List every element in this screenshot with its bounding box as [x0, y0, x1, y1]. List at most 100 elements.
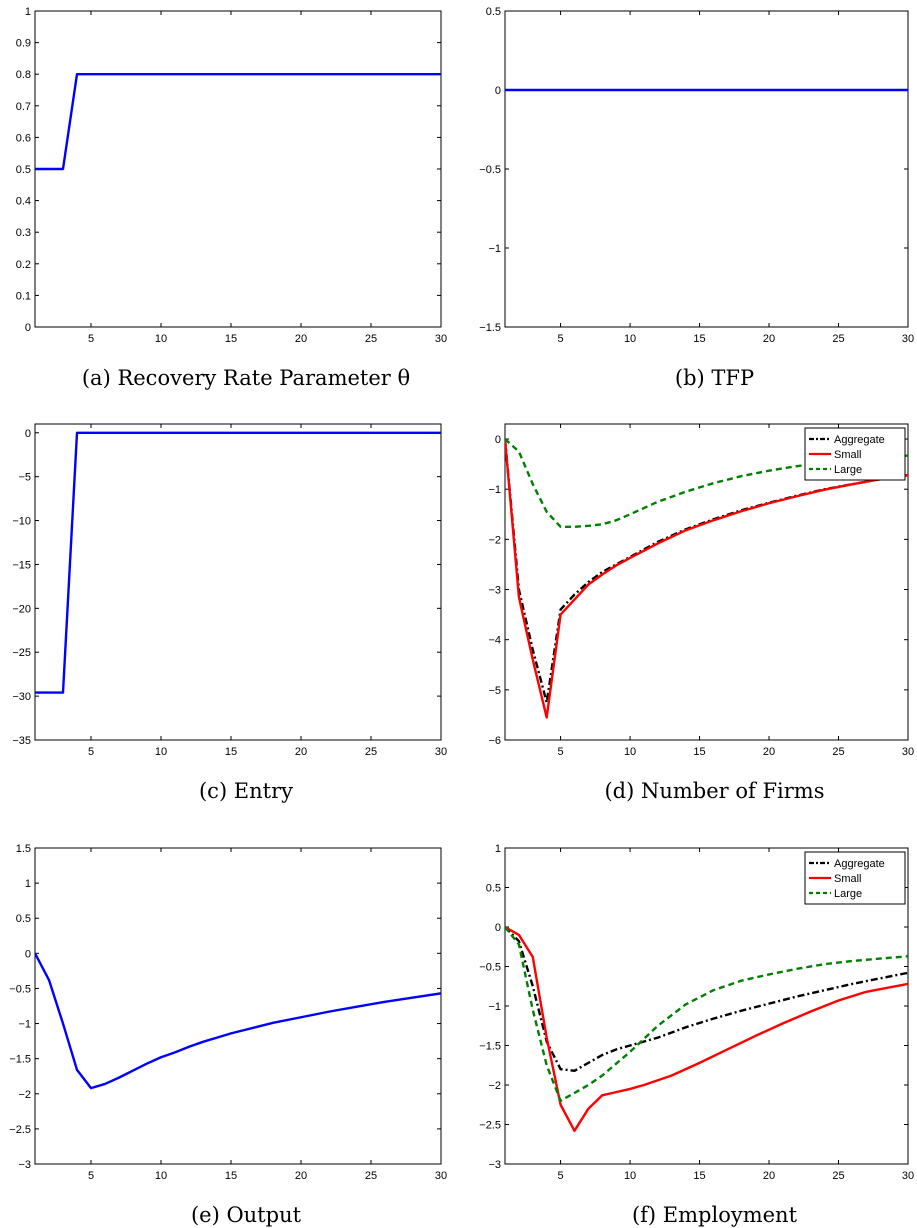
x-tick-label: 25 — [365, 333, 377, 345]
y-tick-label: −1 — [488, 1001, 501, 1013]
y-tick-label: −1.5 — [479, 1041, 501, 1053]
x-tick-label: 5 — [88, 746, 94, 758]
axes-frame — [34, 10, 442, 328]
y-tick-label: 0 — [495, 922, 501, 934]
y-tick-label: 1 — [25, 6, 31, 18]
y-tick-label: −4 — [488, 635, 501, 647]
y-tick-label: −1.5 — [479, 322, 501, 334]
y-tick-label: 0.7 — [16, 101, 31, 113]
axes-frame — [34, 847, 442, 1165]
y-tick-label: −2.5 — [9, 1124, 31, 1136]
x-tick-label: 5 — [558, 333, 564, 345]
x-tick-label: 5 — [88, 333, 94, 345]
x-tick-label: 10 — [155, 746, 167, 758]
y-tick-label: 0.9 — [16, 38, 31, 50]
legend-label-large: Large — [834, 464, 862, 476]
x-tick-label: 15 — [693, 1170, 705, 1182]
y-tick-label: −2 — [488, 534, 501, 546]
x-tick-label: 20 — [763, 746, 775, 758]
axes-frame — [34, 423, 442, 741]
chart-d: 5 10 15 20 25 30 −6 −5 −4 −3 −2 −1 0 Aggregate Small La… — [488, 423, 914, 803]
y-tick-label: −2 — [488, 1080, 501, 1092]
y-tick-label: 0.5 — [486, 6, 501, 18]
y-tick-label: 0.6 — [16, 132, 31, 144]
caption-c: (c) Entry — [199, 779, 293, 803]
x-tick-label: 5 — [88, 1170, 94, 1182]
legend-label-aggregate: Aggregate — [834, 858, 885, 870]
y-tick-label: −1 — [18, 1019, 31, 1031]
y-tick-label: −25 — [12, 647, 31, 659]
y-tick-label: 1.5 — [16, 843, 31, 855]
y-tick-label: −15 — [12, 559, 31, 571]
x-tick-label: 25 — [832, 746, 844, 758]
y-tick-label: −1.5 — [9, 1054, 31, 1066]
x-tick-label: 20 — [763, 1170, 775, 1182]
y-tick-label: −5 — [488, 685, 501, 697]
chart-f: 5 10 15 20 25 30 −3 −2.5 −2 −1.5 −1 −0.5 0 0.5 1 Aggreg… — [479, 843, 914, 1227]
x-tick-label: 20 — [763, 333, 775, 345]
y-tick-label: 0.3 — [16, 227, 31, 239]
x-tick-label: 20 — [295, 746, 307, 758]
caption-b: (b) TFP — [675, 366, 754, 390]
caption-a: (a) Recovery Rate Parameter θ — [82, 366, 410, 390]
y-tick-label: −0.5 — [9, 983, 31, 995]
x-tick-label: 25 — [832, 333, 844, 345]
x-tick-label: 25 — [365, 746, 377, 758]
x-tick-label: 5 — [558, 746, 564, 758]
x-tick-label: 10 — [624, 1170, 636, 1182]
x-tick-label: 25 — [365, 1170, 377, 1182]
legend-label-small: Small — [834, 873, 862, 885]
x-tick-label: 30 — [902, 333, 914, 345]
series-line-main — [35, 431, 441, 694]
y-tick-label: −6 — [488, 735, 501, 747]
series-line-aggregate — [505, 926, 908, 1072]
y-tick-label: −35 — [12, 735, 31, 747]
x-tick-label: 15 — [225, 1170, 237, 1182]
y-tick-label: 0.5 — [16, 913, 31, 925]
x-tick-label: 10 — [155, 1170, 167, 1182]
legend-label-aggregate: Aggregate — [834, 434, 885, 446]
x-tick-label: 15 — [693, 333, 705, 345]
y-tick-label: 1 — [25, 878, 31, 890]
legend-label-large: Large — [834, 888, 862, 900]
caption-d: (d) Number of Firms — [604, 779, 824, 803]
y-tick-label: −30 — [12, 691, 31, 703]
x-tick-label: 30 — [902, 1170, 914, 1182]
x-tick-label: 30 — [902, 746, 914, 758]
y-tick-label: 0.1 — [16, 290, 31, 302]
chart-a: 5 10 15 20 25 30 0 0.1 0.2 0.3 0.4 0.5 0.6 0.7 0.8 0.9 1… — [16, 6, 447, 390]
chart-e: 5 10 15 20 25 30 −3 −2.5 −2 −1.5 −1 −0.5 0 0.5 1 1.5 (e)… — [9, 843, 447, 1227]
legend-label-small: Small — [834, 449, 862, 461]
legend: Aggregate Small Large — [804, 851, 906, 905]
y-tick-label: −5 — [18, 472, 31, 484]
y-tick-label: −10 — [12, 516, 31, 528]
x-tick-label: 30 — [435, 333, 447, 345]
y-tick-label: −20 — [12, 603, 31, 615]
x-tick-label: 20 — [295, 1170, 307, 1182]
y-tick-label: −2 — [18, 1089, 31, 1101]
x-tick-label: 10 — [624, 333, 636, 345]
y-tick-label: −0.5 — [479, 164, 501, 176]
y-tick-label: 0.4 — [16, 196, 31, 208]
y-tick-label: −0.5 — [479, 962, 501, 974]
y-tick-label: −1 — [488, 484, 501, 496]
x-tick-label: 10 — [155, 333, 167, 345]
y-tick-label: 0.5 — [16, 164, 31, 176]
axes-frame — [504, 10, 909, 328]
y-tick-label: −3 — [18, 1159, 31, 1171]
x-tick-label: 20 — [295, 333, 307, 345]
series-line-large — [505, 926, 908, 1103]
y-tick-label: 0.8 — [16, 69, 31, 81]
series-line-main — [35, 952, 441, 1090]
series-line-main — [35, 72, 441, 171]
x-tick-label: 15 — [693, 746, 705, 758]
x-tick-label: 30 — [435, 746, 447, 758]
series-line-small — [505, 438, 908, 719]
y-tick-label: 0 — [25, 948, 31, 960]
y-tick-label: −3 — [488, 1159, 501, 1171]
y-tick-label: 0 — [495, 85, 501, 97]
y-tick-label: 1 — [495, 843, 501, 855]
y-tick-label: 0 — [495, 434, 501, 446]
y-tick-label: 0 — [25, 322, 31, 334]
